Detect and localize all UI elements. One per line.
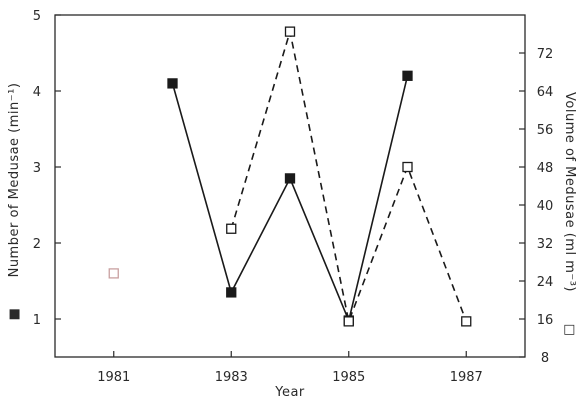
series-line-volume [230, 31, 467, 325]
volume-point-1985 [343, 316, 354, 327]
plot-frame [54, 14, 526, 358]
x-tick-label-1985: 1985 [332, 370, 365, 385]
x-tick-label-1981: 1981 [97, 370, 130, 385]
axes [54, 14, 526, 358]
y-left-legend-marker: ■ [7, 308, 22, 321]
number-point-1983 [226, 287, 237, 298]
y-right-tick-label-16: 16 [537, 313, 554, 328]
y-right-tick-label-64: 64 [537, 85, 554, 100]
volume-point-1984 [284, 26, 296, 37]
series-line-number [171, 75, 409, 324]
y-left-axis-title: Number of Medusae (min⁻¹) [7, 83, 22, 278]
volume-point-1983 [226, 223, 237, 234]
extra-point-1981 [108, 268, 119, 279]
y-left-tick-label-3: 3 [33, 161, 41, 176]
number-point-1982 [167, 78, 178, 89]
data-markers [108, 26, 472, 327]
y-left-tick-label-2: 2 [33, 237, 41, 252]
y-left-tick-label-5: 5 [33, 9, 41, 24]
x-tick-label-1987: 1987 [450, 370, 483, 385]
number-point-1984 [284, 173, 296, 184]
axis-labels: 1981 1983 1985 1987 1 2 3 4 5 8 16 24 32 40 48 56 64 72 Ye… [7, 9, 577, 398]
y-right-tick-label-8: 8 [541, 351, 549, 366]
y-right-tick-label-24: 24 [537, 275, 554, 290]
volume-point-1986 [402, 161, 413, 173]
y-left-tick-label-4: 4 [33, 85, 41, 100]
y-right-tick-label-32: 32 [537, 237, 554, 252]
y-right-tick-label-72: 72 [537, 47, 554, 62]
y-right-legend-marker: □ [562, 324, 577, 337]
series-lines [171, 31, 467, 325]
y-right-tick-label-56: 56 [537, 123, 554, 138]
y-right-tick-label-40: 40 [537, 199, 554, 214]
y-right-axis-title: Volume of Medusae (ml m⁻³) [562, 92, 577, 292]
number-point-1986 [402, 70, 413, 81]
x-tick-label-1983: 1983 [215, 370, 248, 385]
y-right-tick-label-48: 48 [537, 161, 554, 176]
volume-point-1987 [461, 316, 472, 327]
x-axis-title: Year [274, 385, 305, 398]
y-left-tick-label-1: 1 [33, 313, 41, 328]
